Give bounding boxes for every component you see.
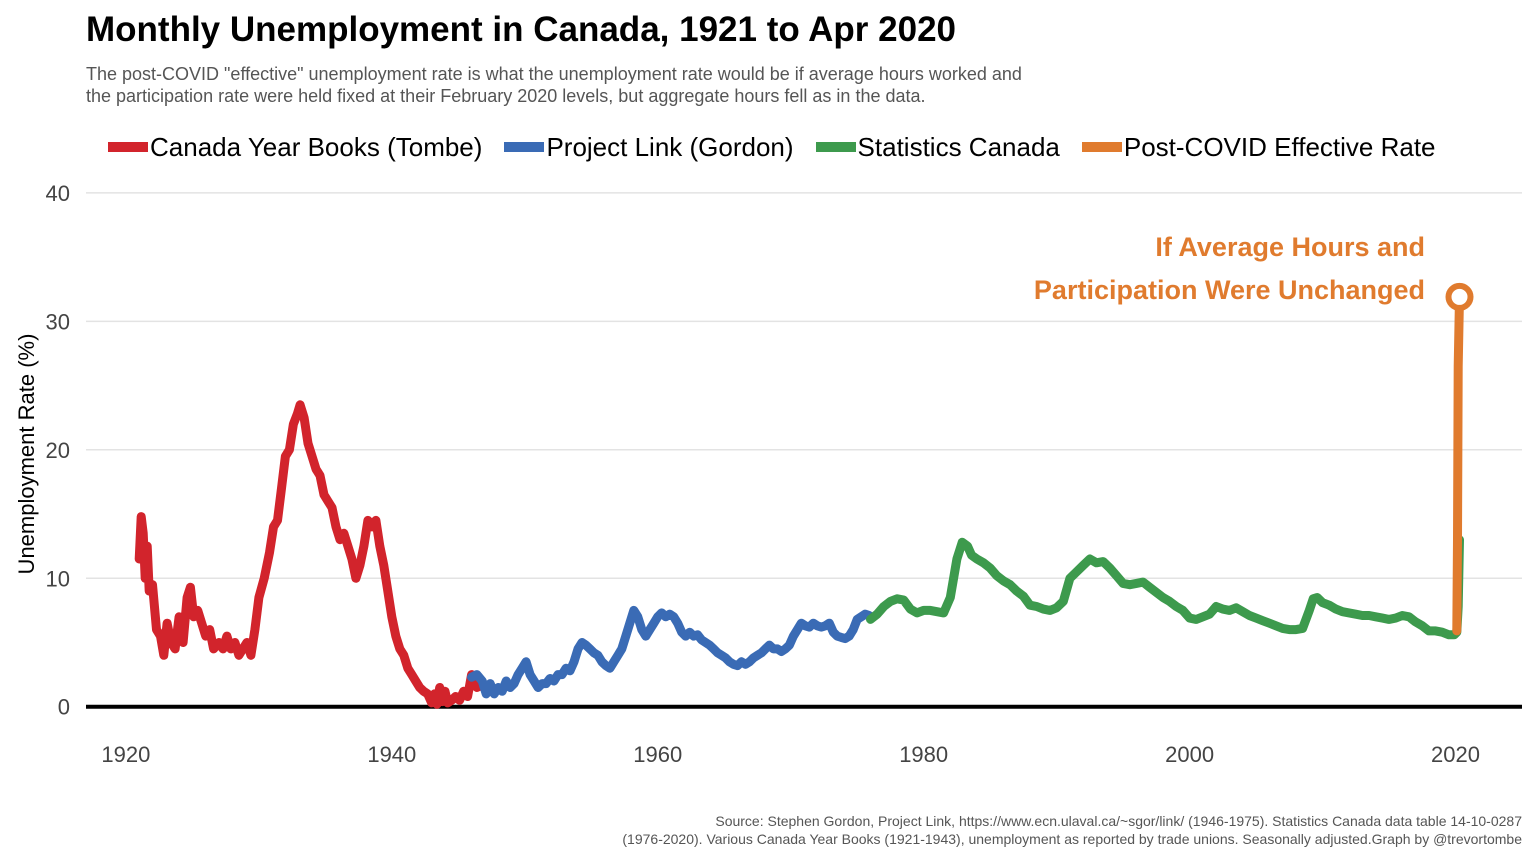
chart-subtitle: The post-COVID "effective" unemployment …	[86, 63, 1286, 107]
subtitle-line-2: the participation rate were held fixed a…	[86, 86, 926, 106]
legend-label-covid: Post-COVID Effective Rate	[1123, 131, 1436, 162]
series-line-statistics-canada	[866, 535, 1464, 640]
legend-label-tombe: Canada Year Books (Tombe)	[150, 131, 483, 162]
x-tick-label: 1960	[633, 742, 682, 767]
x-tick-label: 2020	[1431, 742, 1480, 767]
legend-swatch-gordon	[504, 142, 545, 152]
y-tick-label: 0	[58, 695, 70, 720]
legend-label-gordon: Project Link (Gordon)	[546, 131, 794, 162]
legend-swatch-covid	[1081, 142, 1122, 152]
x-tick-label: 1940	[367, 742, 416, 767]
y-axis-label: Unemployment Rate (%)	[14, 334, 39, 575]
legend-item-statcan: Statistics Canada	[815, 131, 1060, 163]
chart-caption: Source: Stephen Gordon, Project Link, ht…	[622, 812, 1522, 848]
series-line-canada-year-books-tombe	[134, 400, 485, 709]
annotation: If Average Hours and Participation Were …	[1034, 232, 1425, 305]
x-axis-ticks: 1920 1940 1960 1980 2000 2020	[101, 742, 1480, 767]
y-tick-label: 10	[46, 566, 70, 591]
legend-item-covid: Post-COVID Effective Rate	[1081, 131, 1436, 163]
series-line-project-link-gordon	[467, 605, 874, 699]
y-tick-label: 40	[46, 181, 70, 206]
chart-legend: Canada Year Books (Tombe) Project Link (…	[108, 130, 1436, 164]
y-axis-ticks: 0 10 20 30 40	[46, 181, 70, 720]
legend-label-statcan: Statistics Canada	[857, 131, 1060, 162]
legend-swatch-statcan	[815, 142, 856, 152]
series-line-post-covid-effective-rate	[1452, 292, 1464, 636]
data-series	[134, 282, 1474, 709]
x-tick-label: 2000	[1165, 742, 1214, 767]
y-tick-label: 30	[46, 309, 70, 334]
caption-line-2: (1976-2020). Various Canada Year Books (…	[622, 831, 1522, 847]
x-tick-label: 1980	[899, 742, 948, 767]
covid-endpoint-marker	[1445, 282, 1474, 311]
y-tick-label: 20	[46, 438, 70, 463]
chart-title: Monthly Unemployment in Canada, 1921 to …	[86, 10, 957, 49]
caption-line-1: Source: Stephen Gordon, Project Link, ht…	[715, 813, 1522, 829]
x-tick-label: 1920	[101, 742, 150, 767]
annotation-line-2: Participation Were Unchanged	[1034, 275, 1425, 305]
legend-item-tombe: Canada Year Books (Tombe)	[108, 132, 482, 163]
legend-swatch-tombe	[108, 142, 148, 152]
subtitle-line-1: The post-COVID "effective" unemployment …	[86, 64, 1022, 84]
annotation-line-1: If Average Hours and	[1155, 232, 1425, 262]
legend-item-gordon: Project Link (Gordon)	[504, 131, 794, 163]
grid-lines	[86, 192, 1522, 580]
